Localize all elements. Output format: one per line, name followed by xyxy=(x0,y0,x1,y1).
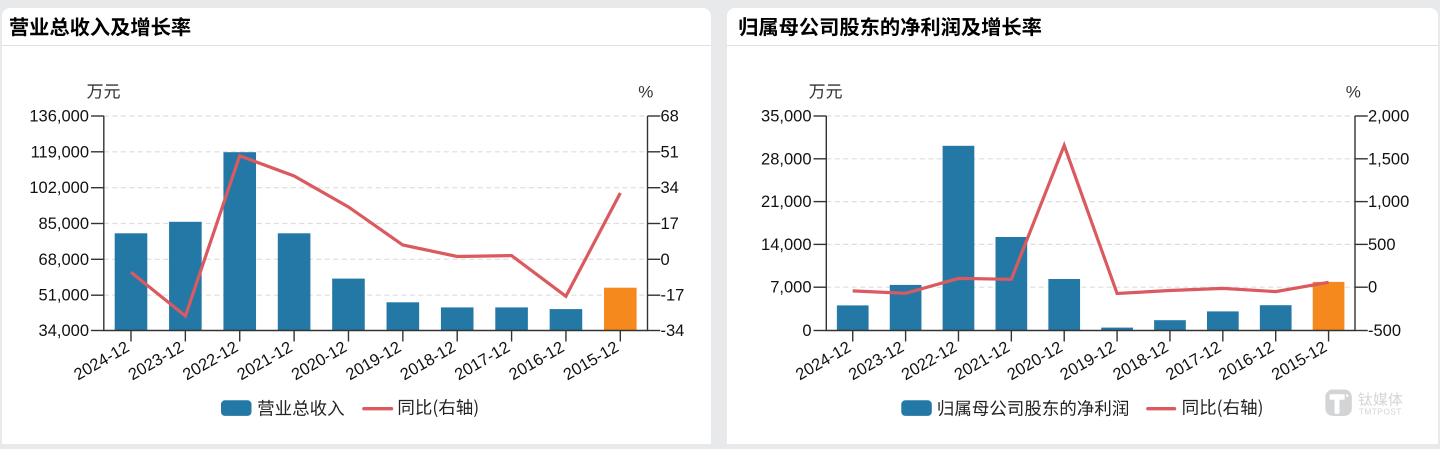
svg-text:14,000: 14,000 xyxy=(761,236,811,254)
svg-text:TMTPOST: TMTPOST xyxy=(1359,406,1402,416)
svg-text:7,000: 7,000 xyxy=(770,279,811,297)
svg-text:34,000: 34,000 xyxy=(39,322,89,340)
svg-text:17: 17 xyxy=(661,215,679,233)
svg-text:136,000: 136,000 xyxy=(29,108,89,126)
svg-text:-17: -17 xyxy=(661,287,685,305)
svg-text:68: 68 xyxy=(661,108,679,126)
svg-text:0: 0 xyxy=(661,251,670,269)
svg-text:500: 500 xyxy=(1368,236,1396,254)
svg-text:119,000: 119,000 xyxy=(31,143,89,161)
svg-text:51,000: 51,000 xyxy=(39,287,89,305)
svg-text:1,000: 1,000 xyxy=(1368,193,1409,211)
svg-text:102,000: 102,000 xyxy=(29,179,89,197)
svg-text:51: 51 xyxy=(661,143,679,161)
svg-text:-34: -34 xyxy=(661,322,685,340)
svg-text:21,000: 21,000 xyxy=(761,193,811,211)
svg-text:%: % xyxy=(638,83,653,102)
svg-text:-500: -500 xyxy=(1368,322,1401,340)
svg-text:1,500: 1,500 xyxy=(1368,150,1409,168)
svg-text:0: 0 xyxy=(1368,279,1377,297)
svg-text:68,000: 68,000 xyxy=(39,251,89,269)
svg-text:%: % xyxy=(1346,83,1361,102)
svg-text:34: 34 xyxy=(661,179,679,197)
svg-text:85,000: 85,000 xyxy=(39,215,89,233)
svg-text:35,000: 35,000 xyxy=(761,108,811,126)
svg-text:2,000: 2,000 xyxy=(1368,108,1409,126)
svg-text:0: 0 xyxy=(802,322,811,340)
svg-text:28,000: 28,000 xyxy=(761,150,811,168)
